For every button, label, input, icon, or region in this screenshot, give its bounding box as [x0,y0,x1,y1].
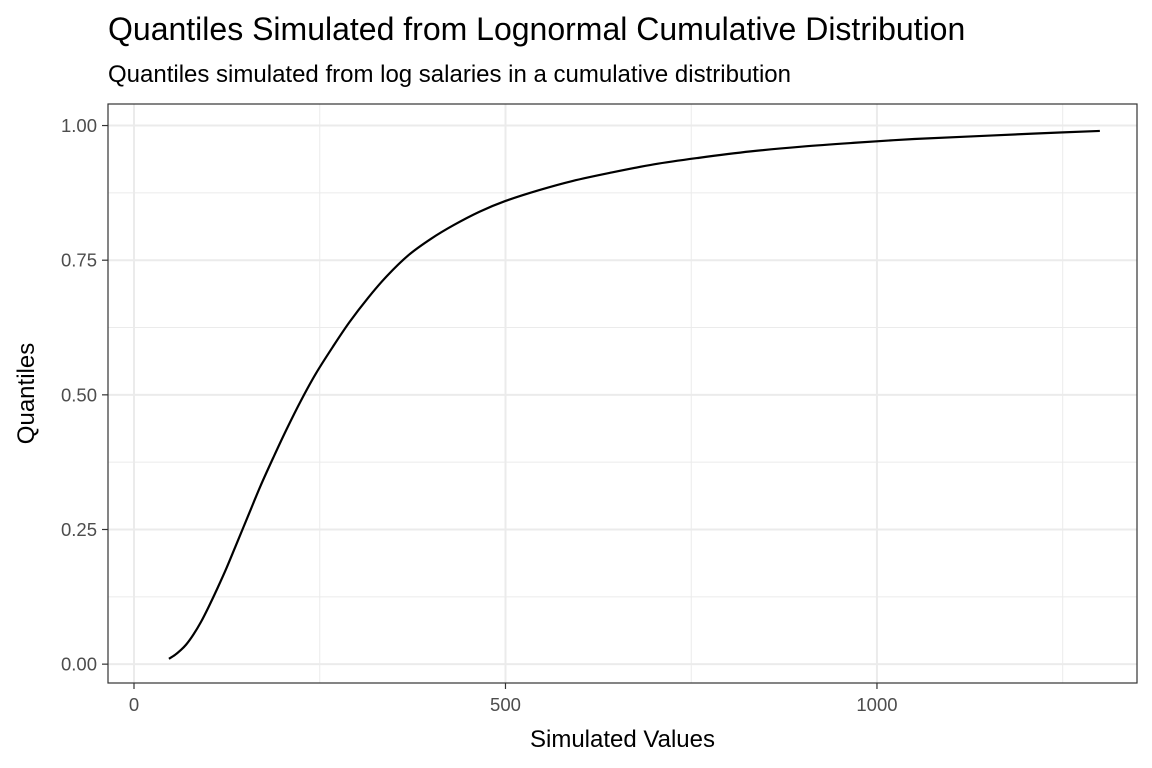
major-gridlines [108,104,1137,683]
y-tick-label: 0.50 [61,384,97,405]
x-axis-title: Simulated Values [530,726,715,753]
minor-gridlines [108,104,1137,683]
plot-frame [107,103,1138,684]
series-line-0 [168,129,1100,660]
x-tick-label: 1000 [856,694,897,715]
y-tick-label: 0.00 [61,654,97,675]
x-tick-label: 0 [129,694,139,715]
chart-title: Quantiles Simulated from Lognormal Cumul… [108,11,965,47]
chart-subtitle: Quantiles simulated from log salaries in… [108,61,791,88]
y-tick-label: 0.25 [61,519,97,540]
y-tick-label: 1.00 [61,115,97,136]
x-tick-label: 500 [490,694,521,715]
plot-background [108,104,1137,683]
y-axis-title: Quantiles [13,343,40,444]
y-tick-label: 0.75 [61,250,97,271]
x-axis: 0 500 1000 [129,683,898,715]
y-axis: 0.00 0.25 0.50 0.75 1.00 [61,115,108,675]
series-layer [168,129,1100,660]
